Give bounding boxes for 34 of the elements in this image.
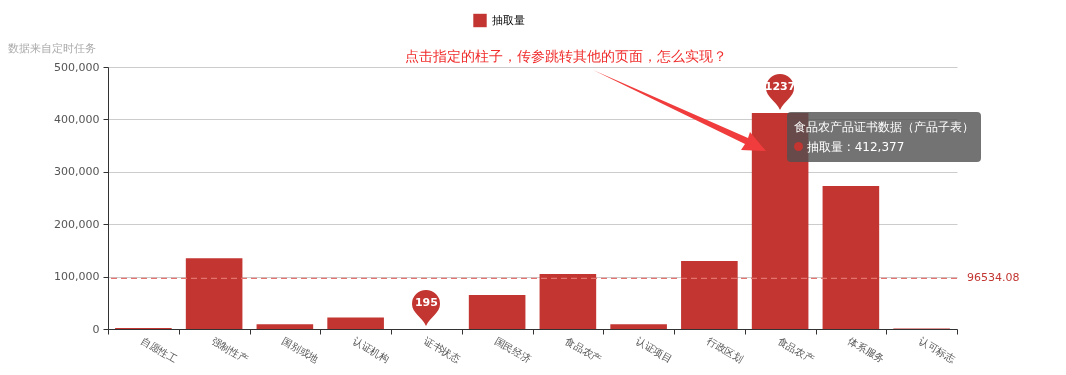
y-tick-label: 300,000: [54, 165, 100, 179]
annotation: 食品农产品证书数据（产品子表）: [794, 119, 974, 136]
bar: [539, 273, 597, 329]
x-tick-label: 食品农产: [563, 335, 604, 366]
bar: [185, 258, 243, 329]
y-tick-label: 100,000: [54, 270, 100, 284]
text: 点击指定的柱子，传参跳转其他的页面，怎么实现？: [405, 48, 727, 66]
x-tick-label: 食品农产: [775, 335, 816, 366]
annotation: 195: [413, 295, 439, 309]
chart-subtitle: 数据来自定时任务: [8, 41, 96, 56]
x-tick-label: 行政区划: [704, 335, 746, 366]
bar: [822, 185, 880, 329]
legend-label: 抽取量: [491, 13, 525, 27]
annotation: 1237: [763, 79, 797, 93]
x-tick-label: 认证项目: [634, 335, 675, 366]
y-tick-label: 500,000: [54, 60, 100, 74]
bar: [681, 260, 738, 329]
y-tick-label: 0: [92, 322, 100, 336]
x-tick-label: 国别或地: [280, 335, 321, 366]
bar: [468, 294, 526, 329]
x-tick-label: 国民经济: [492, 335, 533, 366]
bar: [256, 324, 314, 329]
annotation: 抽取量 : 412,377: [807, 140, 905, 154]
bar: [610, 324, 667, 329]
ref-line-label: 96534.08: [967, 271, 1020, 285]
x-tick-label: 强制性产: [209, 335, 250, 366]
x-tick-label: 认可标志: [917, 335, 958, 366]
x-tick-label: 认证机构: [351, 335, 392, 366]
y-tick-label: 400,000: [54, 112, 100, 126]
x-tick-label: 体系服务: [846, 335, 887, 366]
bar: [327, 317, 384, 329]
y-tick-label: 200,000: [54, 217, 100, 231]
x-tick-label: 证书状态: [421, 335, 463, 366]
x-tick-label: 自愿性工: [138, 335, 180, 366]
